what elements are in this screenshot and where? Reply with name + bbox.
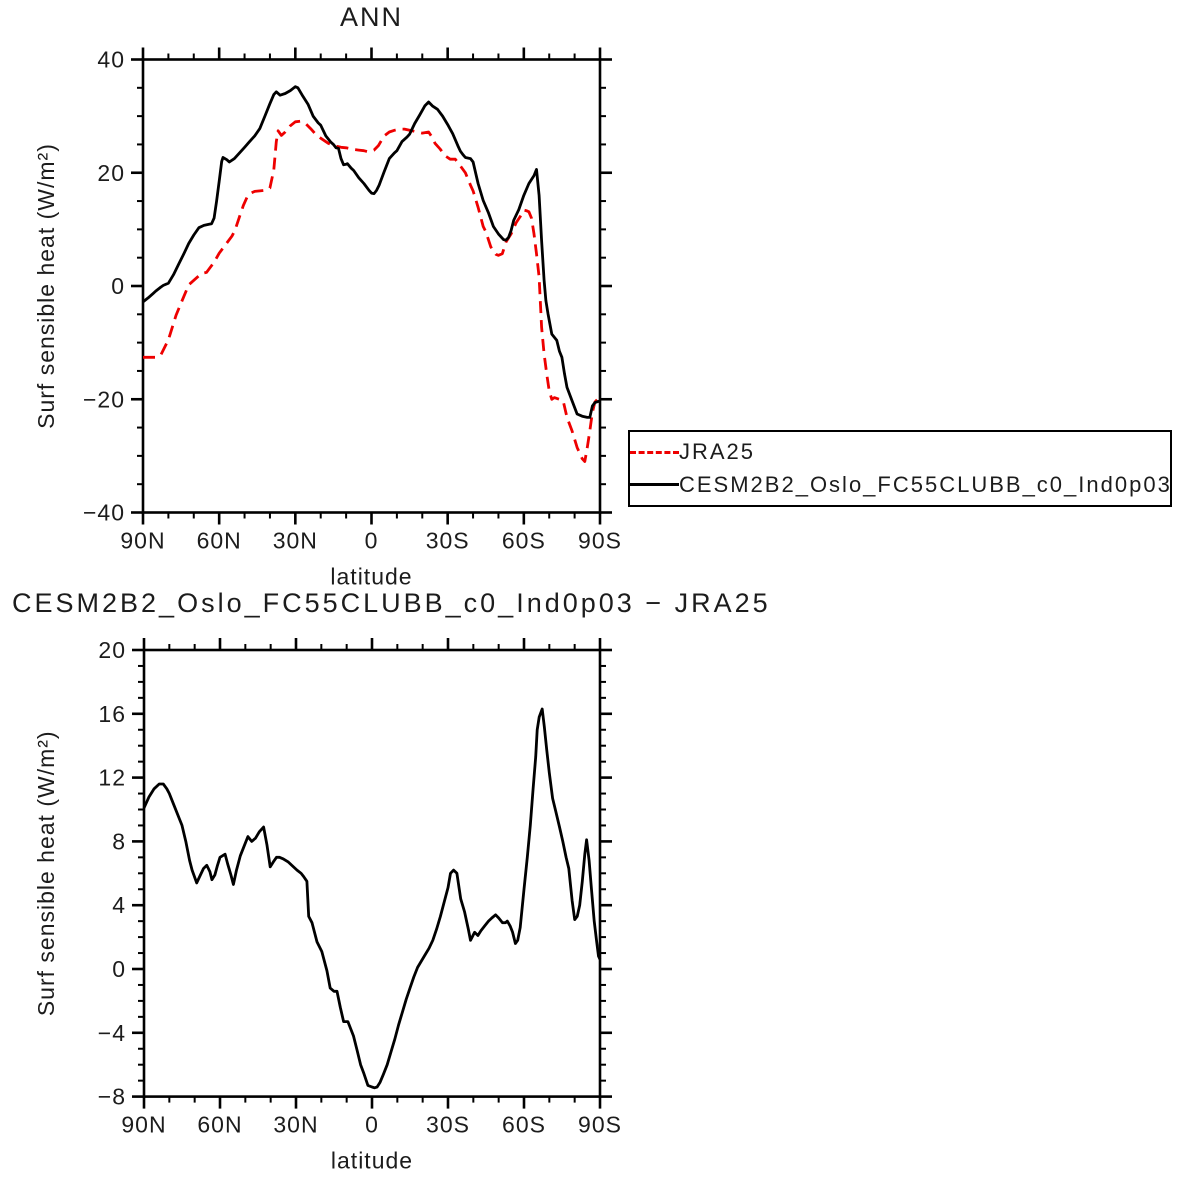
svg-text:30N: 30N [273,1112,318,1138]
top-chart-title: ANN [339,2,403,32]
legend-row-jra25: JRA25 [630,440,1170,464]
svg-text:30N: 30N [273,528,318,554]
svg-text:40: 40 [97,47,125,73]
legend-box: JRA25 CESM2B2_Oslo_FC55CLUBB_c0_Ind0p03 [628,430,1172,507]
svg-text:−4: −4 [98,1020,126,1046]
svg-text:12: 12 [98,765,126,791]
svg-text:−20: −20 [83,386,125,412]
svg-text:−8: −8 [98,1084,126,1110]
svg-text:60N: 60N [197,528,242,554]
model-solid-line-sample [630,483,679,487]
svg-text:0: 0 [111,273,125,299]
svg-text:20: 20 [98,637,126,663]
svg-text:4: 4 [112,892,126,918]
svg-text:60S: 60S [502,528,546,554]
svg-text:Surf sensible heat (W/m²): Surf sensible heat (W/m²) [33,143,59,429]
svg-text:latitude: latitude [330,564,412,590]
svg-text:60N: 60N [197,1112,242,1138]
legend-row-model: CESM2B2_Oslo_FC55CLUBB_c0_Ind0p03 [630,471,1172,497]
svg-text:90N: 90N [120,528,165,554]
svg-text:Surf sensible heat (W/m²): Surf sensible heat (W/m²) [33,730,59,1016]
svg-text:30S: 30S [426,528,470,554]
legend-label-model: CESM2B2_Oslo_FC55CLUBB_c0_Ind0p03 [679,471,1172,497]
svg-text:60S: 60S [502,1112,546,1138]
svg-text:30S: 30S [426,1112,470,1138]
jra25-dashed-line-sample [630,450,679,454]
svg-text:20: 20 [97,160,125,186]
svg-text:16: 16 [98,701,126,727]
svg-text:0: 0 [365,1112,379,1138]
svg-text:8: 8 [112,828,126,854]
svg-text:90S: 90S [578,1112,622,1138]
svg-text:90N: 90N [121,1112,166,1138]
svg-text:90S: 90S [578,528,622,554]
svg-text:0: 0 [112,956,126,982]
legend-label-jra25: JRA25 [679,439,756,465]
svg-text:latitude: latitude [331,1148,413,1174]
bottom-chart-title: CESM2B2_Oslo_FC55CLUBB_c0_Ind0p03 − JRA2… [12,588,771,618]
svg-text:0: 0 [365,528,379,554]
svg-text:−40: −40 [83,500,125,526]
